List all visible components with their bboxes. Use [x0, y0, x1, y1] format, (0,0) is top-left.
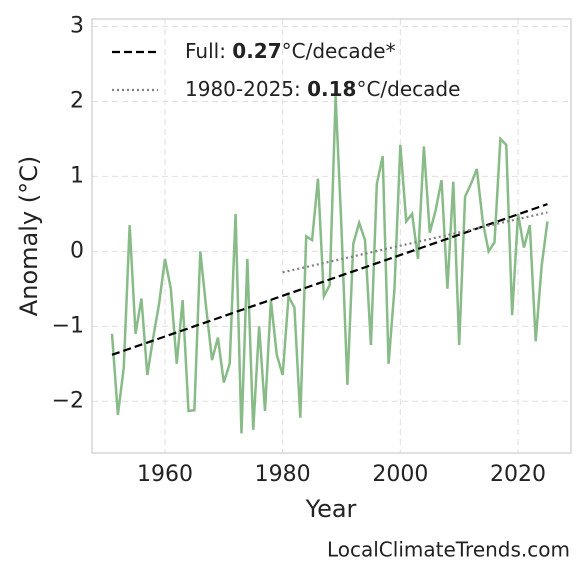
legend-text: 0.18	[307, 77, 356, 101]
y-tick-label: −1	[52, 313, 84, 338]
legend-entry: 1980-2025: 0.18°C/decade	[185, 77, 460, 101]
y-tick-label: 2	[70, 88, 84, 113]
y-tick-label: 3	[70, 13, 84, 38]
watermark: LocalClimateTrends.com	[327, 538, 570, 562]
legend-entry: Full: 0.27°C/decade*	[185, 39, 396, 63]
x-tick-label: 1980	[255, 462, 311, 487]
legend-text: 0.27	[232, 39, 281, 63]
plot-frame	[91, 18, 572, 454]
y-tick-label: −2	[52, 388, 84, 413]
x-tick-label: 1960	[137, 462, 193, 487]
legend-text: °C/decade	[356, 77, 460, 101]
legend-text: 1980-2025:	[185, 77, 307, 101]
x-tick-label: 2020	[490, 462, 546, 487]
line	[111, 203, 548, 356]
legend-text: °C/decade*	[282, 39, 396, 63]
line	[110, 96, 549, 434]
legend-text: Full:	[185, 39, 232, 63]
y-tick-label: 1	[70, 163, 84, 188]
y-tick-label: 0	[70, 238, 84, 263]
x-tick-label: 2000	[372, 462, 428, 487]
y-axis-label: Anomaly (°C)	[15, 156, 43, 316]
line	[282, 211, 548, 274]
x-axis-label: Year	[305, 495, 357, 523]
